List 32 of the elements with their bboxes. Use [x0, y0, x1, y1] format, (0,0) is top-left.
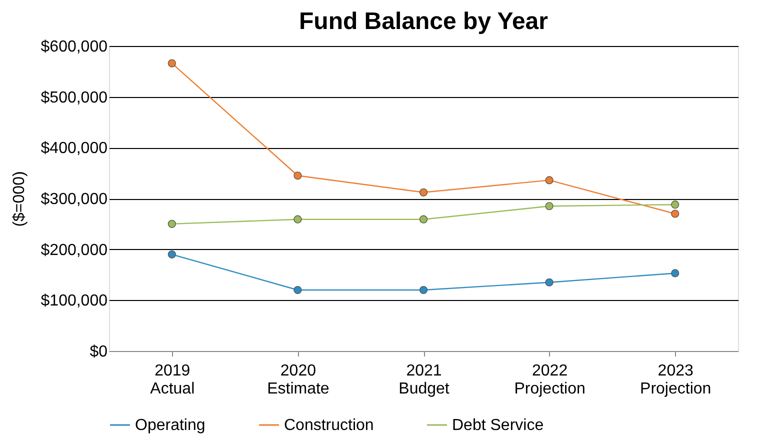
point	[419, 286, 428, 294]
point	[419, 188, 428, 196]
y-tick-label: $300,000	[40, 191, 108, 208]
y-tick-label: $600,000	[40, 38, 108, 56]
y-tick-label: $0	[90, 344, 108, 360]
y-tick-label: $200,000	[40, 242, 108, 259]
point	[671, 210, 680, 218]
x-tick-label: 2019 Actual	[150, 362, 195, 398]
x-tick-label: 2020 Estimate	[267, 362, 330, 398]
point	[419, 215, 428, 224]
point	[545, 278, 554, 286]
point	[671, 269, 680, 278]
chart-title: Fund Balance by Year	[299, 8, 548, 35]
y-tick-label: $100,000	[40, 292, 108, 310]
legend-label: Debt Service	[452, 417, 544, 434]
y-tick-label: $400,000	[40, 140, 108, 158]
point	[168, 250, 176, 258]
y-axis-title: ($=000)	[10, 171, 28, 227]
legend-label: Operating	[135, 417, 206, 434]
point	[294, 215, 302, 224]
x-tick-label: 2022 Projection	[514, 362, 586, 398]
point	[168, 59, 176, 68]
legend-label: Construction	[284, 417, 374, 434]
point	[671, 200, 680, 209]
x-tick-label: 2021 Budget	[398, 362, 450, 398]
y-tick-label: $500,000	[40, 89, 108, 106]
point	[545, 176, 554, 184]
point	[168, 220, 176, 228]
x-tick-label: 2023 Projection	[640, 362, 712, 398]
point	[545, 202, 554, 210]
point	[294, 172, 302, 180]
point	[294, 286, 302, 294]
